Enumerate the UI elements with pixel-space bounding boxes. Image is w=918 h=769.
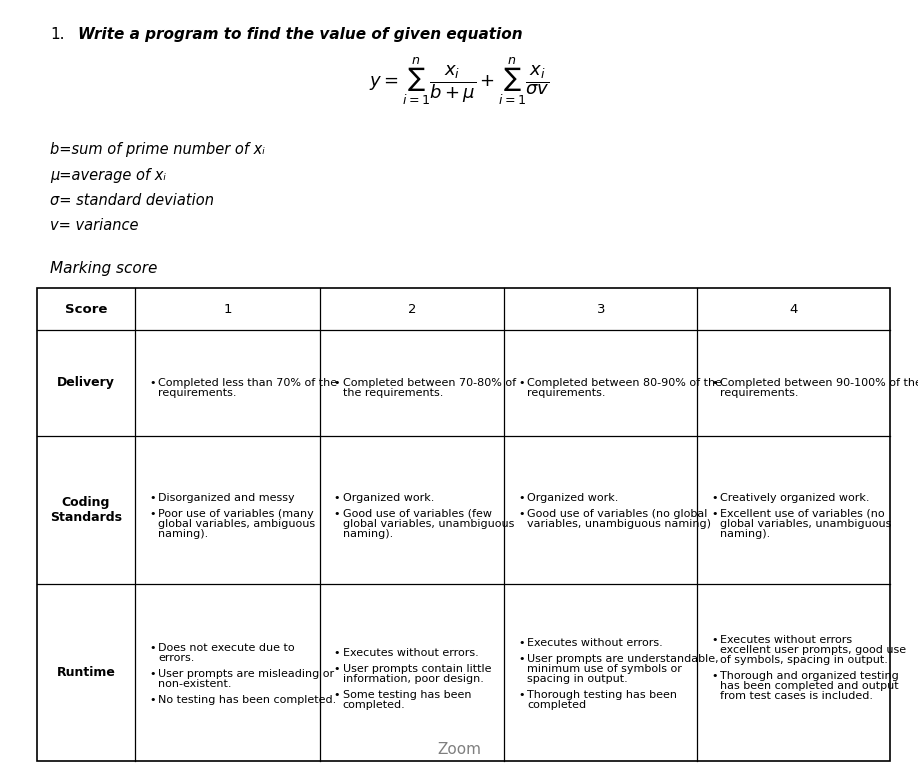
Text: •: • [333,378,341,388]
Text: Does not execute due to: Does not execute due to [158,643,295,653]
Text: •: • [711,509,718,519]
Text: errors.: errors. [158,653,195,663]
Text: Poor use of variables (many: Poor use of variables (many [158,509,314,519]
Text: global variables, unambiguous: global variables, unambiguous [342,519,514,529]
Text: Zoom: Zoom [437,742,481,757]
Text: Good use of variables (no global: Good use of variables (no global [527,509,708,519]
Text: 3: 3 [597,302,605,315]
Text: Coding
Standards: Coding Standards [50,496,122,524]
Text: •: • [149,669,156,679]
Text: •: • [518,690,524,700]
Text: global variables, ambiguous: global variables, ambiguous [158,519,316,529]
Text: Completed between 90-100% of the: Completed between 90-100% of the [721,378,918,388]
Text: User prompts contain little: User prompts contain little [342,664,491,674]
Text: excellent user prompts, good use: excellent user prompts, good use [721,645,906,655]
Text: •: • [333,690,341,700]
Text: $y = \sum_{i=1}^{n} \dfrac{x_i}{b+\mu} + \sum_{i=1}^{n} \dfrac{x_i}{\sigma v}$: $y = \sum_{i=1}^{n} \dfrac{x_i}{b+\mu} +… [369,55,549,107]
Text: •: • [518,493,524,503]
Text: global variables, unambiguous: global variables, unambiguous [721,519,891,529]
Text: 4: 4 [789,302,798,315]
Text: spacing in output.: spacing in output. [527,674,628,684]
Text: •: • [149,378,156,388]
Text: Completed between 70-80% of: Completed between 70-80% of [342,378,516,388]
Text: •: • [333,509,341,519]
Text: •: • [518,378,524,388]
Text: User prompts are understandable,: User prompts are understandable, [527,654,719,664]
Text: Thorough and organized testing: Thorough and organized testing [721,671,899,681]
Text: •: • [333,664,341,674]
Text: 1: 1 [223,302,232,315]
Text: •: • [149,643,156,653]
Text: •: • [333,493,341,503]
Text: •: • [333,647,341,657]
Text: Write a program to find the value of given equation: Write a program to find the value of giv… [78,27,522,42]
Text: Score: Score [65,302,107,315]
Text: naming).: naming). [342,529,393,539]
Text: Thorough testing has been: Thorough testing has been [527,690,677,700]
Text: minimum use of symbols or: minimum use of symbols or [527,664,682,674]
Text: 2: 2 [408,302,417,315]
Text: Creatively organized work.: Creatively organized work. [721,493,870,503]
Text: requirements.: requirements. [721,388,799,398]
Text: •: • [518,509,524,519]
Text: No testing has been completed.: No testing has been completed. [158,695,337,705]
Text: Excellent use of variables (no: Excellent use of variables (no [721,509,885,519]
Text: Executes without errors.: Executes without errors. [527,638,663,647]
Text: Marking score: Marking score [50,261,158,277]
Text: of symbols, spacing in output.: of symbols, spacing in output. [721,655,889,665]
Text: •: • [711,493,718,503]
Text: •: • [711,671,718,681]
Text: Executes without errors: Executes without errors [721,635,853,645]
Text: information, poor design.: information, poor design. [342,674,484,684]
Text: •: • [711,635,718,645]
Text: Executes without errors.: Executes without errors. [342,647,478,657]
Text: requirements.: requirements. [158,388,237,398]
Text: has been completed and output: has been completed and output [721,681,899,691]
Text: the requirements.: the requirements. [342,388,443,398]
Text: Some testing has been: Some testing has been [342,690,471,700]
Text: variables, unambiguous naming): variables, unambiguous naming) [527,519,711,529]
Text: •: • [518,638,524,647]
Text: User prompts are misleading or: User prompts are misleading or [158,669,334,679]
Text: •: • [518,654,524,664]
Text: •: • [149,695,156,705]
Text: Disorganized and messy: Disorganized and messy [158,493,295,503]
Text: Completed less than 70% of the: Completed less than 70% of the [158,378,338,388]
Text: b=sum of prime number of xᵢ: b=sum of prime number of xᵢ [50,142,265,158]
Text: μ=average of xᵢ: μ=average of xᵢ [50,168,166,183]
Text: from test cases is included.: from test cases is included. [721,691,873,701]
Text: naming).: naming). [158,529,208,539]
Text: Delivery: Delivery [57,377,115,389]
Text: Organized work.: Organized work. [342,493,434,503]
Text: v= variance: v= variance [50,218,139,234]
Text: Good use of variables (few: Good use of variables (few [342,509,492,519]
Text: completed: completed [527,700,587,710]
Text: Runtime: Runtime [57,666,116,679]
Text: σ= standard deviation: σ= standard deviation [50,193,215,208]
Text: non-existent.: non-existent. [158,679,232,689]
Text: 1.: 1. [50,27,65,42]
Text: •: • [711,378,718,388]
Text: •: • [149,509,156,519]
Text: completed.: completed. [342,700,406,710]
Text: Organized work.: Organized work. [527,493,619,503]
Text: naming).: naming). [721,529,770,539]
Text: •: • [149,493,156,503]
Text: requirements.: requirements. [527,388,606,398]
Text: Completed between 80-90% of the: Completed between 80-90% of the [527,378,722,388]
